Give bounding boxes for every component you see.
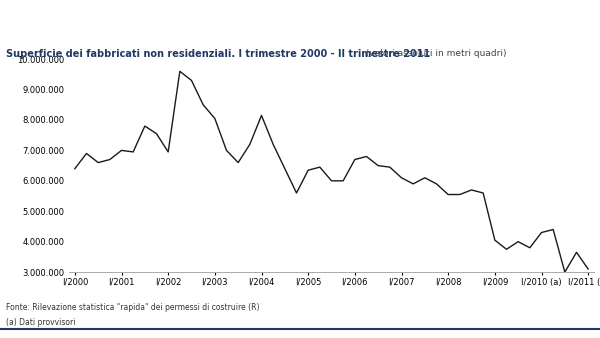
Text: (valori assoluti in metri quadri): (valori assoluti in metri quadri) (363, 49, 506, 58)
Text: Figura 15.4: Figura 15.4 (6, 10, 73, 20)
Text: Fonte: Rilevazione statistica "rapida" dei permessi di costruire (R): Fonte: Rilevazione statistica "rapida" d… (6, 303, 260, 312)
Text: (a) Dati provvisori: (a) Dati provvisori (6, 318, 76, 327)
Text: Superficie dei fabbricati non residenziali. I trimestre 2000 - II trimestre 2011: Superficie dei fabbricati non residenzia… (6, 49, 430, 59)
